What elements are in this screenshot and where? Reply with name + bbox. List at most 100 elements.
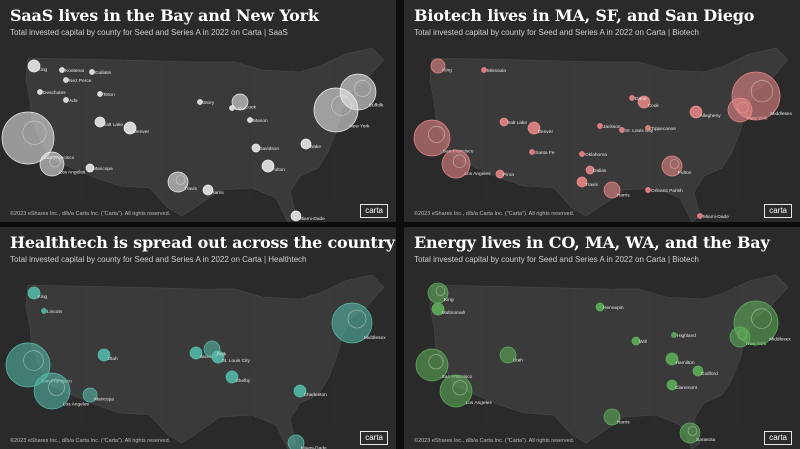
county-bubble[interactable]: Harris (603, 408, 630, 426)
county-bubble-circle[interactable] (661, 155, 683, 177)
county-bubble-circle[interactable] (197, 99, 203, 105)
county-bubble[interactable]: Gallatin (89, 69, 112, 77)
county-bubble[interactable]: Orleans Parish (645, 187, 684, 195)
county-bubble[interactable]: Jackson (189, 346, 218, 360)
county-bubble-circle[interactable] (89, 69, 95, 75)
county-bubble[interactable]: Los Angeles (439, 374, 492, 408)
carta-logo[interactable]: carta (764, 204, 792, 218)
county-bubble-circle[interactable] (527, 121, 541, 135)
county-bubble-circle[interactable] (585, 165, 595, 175)
county-bubble[interactable]: Dallas (585, 165, 607, 175)
county-bubble-circle[interactable] (261, 159, 275, 173)
county-bubble-circle[interactable] (1, 111, 55, 165)
county-bubble[interactable]: Maricopa (82, 387, 114, 403)
county-bubble-circle[interactable] (231, 93, 249, 111)
county-bubble[interactable]: St. Louis City (619, 127, 654, 135)
county-bubble[interactable]: Miami-Dade (697, 213, 730, 221)
county-bubble-circle[interactable] (413, 119, 451, 157)
county-bubble-circle[interactable] (499, 117, 509, 127)
county-bubble[interactable]: Deschutes (37, 89, 67, 97)
county-bubble[interactable]: Los Angeles (33, 372, 90, 410)
county-bubble[interactable]: Kootenai (59, 67, 84, 75)
county-bubble[interactable]: Hamilton (665, 352, 695, 366)
county-bubble-circle[interactable] (603, 408, 621, 426)
county-bubble[interactable]: New York (313, 87, 370, 133)
county-bubble-circle[interactable] (597, 123, 603, 129)
county-bubble-circle[interactable] (595, 302, 605, 312)
county-bubble-circle[interactable] (679, 422, 701, 444)
county-bubble-circle[interactable] (579, 151, 585, 157)
county-bubble-circle[interactable] (689, 105, 703, 119)
county-bubble[interactable]: Ada (63, 97, 78, 105)
county-bubble-circle[interactable] (697, 213, 703, 219)
county-bubble-circle[interactable] (39, 151, 65, 177)
county-bubble[interactable]: Miami-Dade (287, 434, 327, 449)
county-bubble-circle[interactable] (731, 71, 781, 121)
county-bubble-circle[interactable] (97, 348, 111, 362)
county-bubble[interactable]: Story (197, 99, 215, 107)
county-bubble-circle[interactable] (290, 210, 302, 222)
county-bubble-circle[interactable] (300, 138, 312, 150)
county-bubble[interactable]: Oklahoma (579, 151, 608, 159)
county-bubble[interactable]: Los Angeles (441, 149, 491, 179)
county-bubble-circle[interactable] (733, 300, 779, 346)
county-bubble[interactable]: Middlesex (733, 300, 791, 346)
county-bubble[interactable]: Guilford (692, 365, 718, 377)
county-bubble-circle[interactable] (430, 58, 446, 74)
county-bubble-circle[interactable] (576, 176, 588, 188)
county-bubble-circle[interactable] (692, 365, 704, 377)
county-bubble-circle[interactable] (5, 342, 51, 388)
county-bubble-circle[interactable] (167, 171, 189, 193)
county-bubble-circle[interactable] (59, 67, 65, 73)
county-bubble[interactable]: Sarasota (679, 422, 716, 444)
carta-logo[interactable]: carta (360, 204, 388, 218)
county-bubble[interactable]: Missoula (481, 67, 507, 75)
county-bubble[interactable]: Fulton (661, 155, 692, 177)
county-bubble[interactable]: Lake (229, 105, 246, 113)
county-bubble[interactable]: Fulton (261, 159, 285, 173)
county-bubble-circle[interactable] (529, 149, 535, 155)
county-bubble-circle[interactable] (441, 149, 471, 179)
county-bubble-circle[interactable] (631, 336, 641, 346)
county-bubble-circle[interactable] (37, 89, 43, 95)
county-bubble[interactable]: Middlesex (331, 302, 386, 344)
county-bubble[interactable]: Will (631, 336, 647, 346)
county-bubble[interactable]: Claremont (666, 379, 698, 391)
county-bubble[interactable]: Highland (671, 332, 697, 340)
county-bubble-circle[interactable] (203, 340, 221, 358)
county-bubble-circle[interactable] (63, 77, 69, 83)
county-bubble[interactable]: Shelby (225, 370, 251, 384)
county-bubble[interactable]: Jackson (597, 123, 621, 131)
county-bubble-circle[interactable] (645, 125, 651, 131)
county-bubble[interactable]: Dane (629, 95, 647, 103)
county-bubble[interactable]: Cook (231, 93, 257, 111)
county-bubble-circle[interactable] (41, 308, 47, 314)
county-bubble[interactable]: Nez Perce (63, 77, 92, 85)
county-bubble-circle[interactable] (603, 181, 621, 199)
county-bubble[interactable]: Harris (202, 184, 224, 196)
carta-logo[interactable]: carta (360, 431, 388, 445)
county-bubble[interactable]: Denver (123, 121, 149, 135)
county-bubble-circle[interactable] (202, 184, 214, 196)
county-bubble-circle[interactable] (189, 346, 203, 360)
county-bubble[interactable]: Marion (247, 117, 268, 125)
county-bubble-circle[interactable] (619, 127, 625, 133)
county-bubble-circle[interactable] (123, 121, 137, 135)
county-bubble-circle[interactable] (481, 67, 487, 73)
county-bubble-circle[interactable] (85, 163, 95, 173)
county-bubble-circle[interactable] (671, 332, 677, 338)
county-bubble[interactable]: Allegheny (689, 105, 721, 119)
county-bubble-circle[interactable] (645, 187, 651, 193)
county-bubble-circle[interactable] (665, 352, 679, 366)
county-bubble[interactable]: Salt Lake (499, 117, 527, 127)
county-bubble-circle[interactable] (27, 286, 41, 300)
county-bubble-circle[interactable] (63, 97, 69, 103)
county-bubble[interactable]: Miami-Dade (290, 210, 325, 222)
county-bubble-circle[interactable] (629, 95, 635, 101)
county-bubble-circle[interactable] (637, 95, 651, 109)
county-bubble[interactable]: Utah (97, 348, 118, 362)
county-bubble-circle[interactable] (225, 370, 239, 384)
county-bubble[interactable]: Multnomah (431, 302, 466, 316)
county-bubble-circle[interactable] (313, 87, 359, 133)
county-bubble[interactable]: Cook (637, 95, 659, 109)
